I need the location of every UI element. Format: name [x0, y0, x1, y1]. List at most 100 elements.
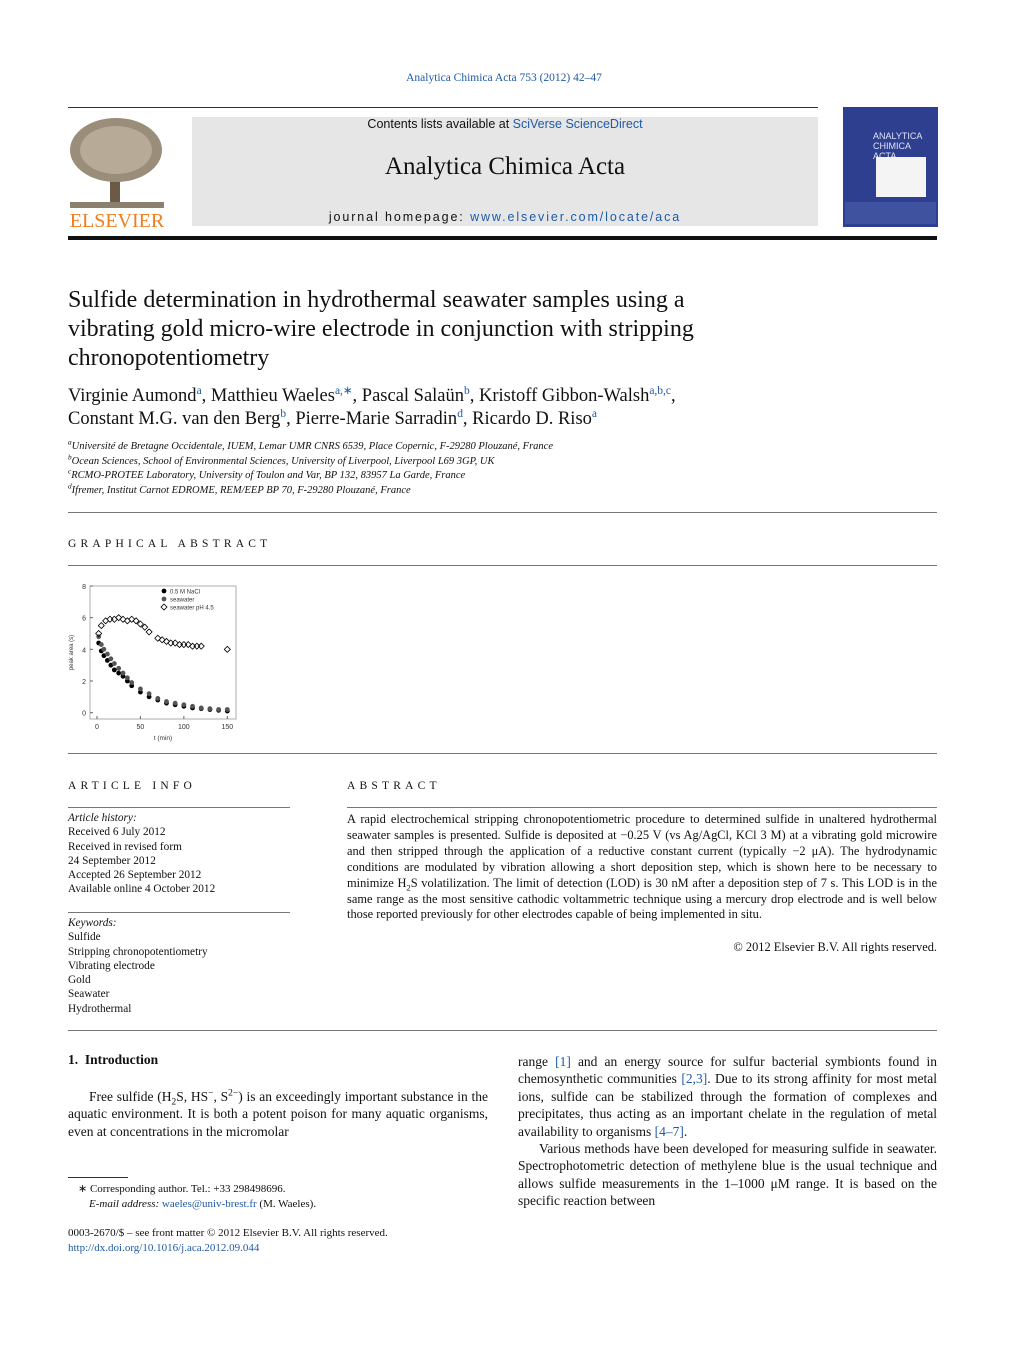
data-point — [193, 642, 201, 650]
text-run: Free sulfide (H — [89, 1089, 172, 1104]
data-point — [141, 623, 149, 631]
data-point — [155, 696, 161, 701]
ga-heading: GRAPHICAL ABSTRACT — [68, 538, 272, 550]
text-run: b — [68, 452, 72, 462]
data-point — [115, 614, 123, 622]
copyright: © 2012 Elsevier B.V. All rights reserved… — [733, 940, 937, 954]
data-point — [124, 675, 130, 681]
data-point — [216, 707, 222, 712]
y-tick-label: 6 — [82, 616, 86, 623]
author-line: Virginie Aumonda, Matthieu Waelesa,∗, Pa… — [68, 385, 676, 408]
text-run: , Pierre-Marie Sarradin — [286, 408, 458, 429]
text-run: d — [457, 407, 463, 420]
text-run: a — [68, 437, 72, 447]
data-point — [181, 702, 187, 708]
text-run: , Matthieu Waeles — [201, 386, 335, 406]
keyword: Hydrothermal — [68, 1002, 132, 1015]
legend-swatch — [160, 603, 168, 611]
text-run: , Kristoff Gibbon-Walsh — [469, 386, 650, 406]
x-tick-label: 150 — [221, 724, 233, 731]
data-point — [158, 636, 166, 644]
text-run: 2 — [406, 882, 411, 893]
text-run: a — [196, 384, 202, 397]
doi[interactable]: http://dx.doi.org/10.1016/j.aca.2012.09.… — [68, 1242, 260, 1254]
title-line: vibrating gold micro-wire electrode in c… — [68, 316, 694, 342]
link[interactable]: [1] — [555, 1054, 571, 1069]
text-run: a — [591, 407, 597, 420]
thick-rule — [68, 236, 937, 240]
affiliation: cRCMO-PROTEE Laboratory, University of T… — [68, 466, 553, 484]
text-run: a,b,c — [649, 384, 671, 397]
journal-cover: ANALYTICA CHIMICA ACTA — [843, 107, 938, 227]
footer: 0003-2670/$ – see front matter © 2012 El… — [68, 1226, 388, 1256]
legend-label: 0.5 M NaCl — [170, 590, 200, 596]
article-title: Sulfide determination in hydrothermal se… — [68, 286, 694, 373]
publisher-name: ELSEVIER — [70, 210, 165, 230]
paragraph: range [1] and an energy source for sulfu… — [518, 1053, 937, 1140]
keywords: Keywords: Sulfide Stripping chronopotenti… — [68, 916, 208, 1016]
y-tick-label: 4 — [82, 647, 86, 654]
text-run: Ocean Sciences, School of Environmental … — [71, 455, 495, 467]
authors: Virginie Aumonda, Matthieu Waelesa,∗, Pa… — [68, 385, 676, 430]
link[interactable]: [4–7] — [654, 1123, 684, 1139]
homepage-link[interactable]: www.elsevier.com/locate/aca — [470, 210, 682, 224]
article-info-heading: ARTICLE INFO — [68, 780, 196, 792]
text-run: 2− — [228, 1088, 239, 1099]
data-point — [129, 680, 135, 685]
rule — [68, 512, 937, 513]
keyword: Stripping chronopotentiometry — [68, 945, 208, 958]
rule — [68, 1030, 937, 1031]
cover-image — [876, 157, 926, 197]
legend-swatch — [161, 596, 167, 602]
tree-crown — [80, 126, 152, 174]
text-run: , Pascal Salaün — [352, 386, 465, 406]
homepage-line: journal homepage: www.elsevier.com/locat… — [192, 210, 818, 224]
data-point — [111, 661, 117, 666]
footnote: E-mail address: waeles@univ-brest.fr (M.… — [78, 1197, 316, 1212]
contents-link[interactable]: SciVerse ScienceDirect — [512, 117, 643, 131]
data-point — [128, 615, 136, 623]
data-point — [198, 705, 204, 711]
abstract-text: A rapid electrochemical stripping chrono… — [347, 812, 937, 923]
data-point — [172, 700, 178, 706]
data-point — [95, 629, 103, 638]
history-item: Available online 4 October 2012 — [68, 883, 216, 896]
text-run: Université de Bretagne Occidentale, IUEM… — [71, 441, 554, 452]
text-run: b — [280, 407, 287, 420]
intro-heading: 1. Introduction — [68, 1052, 159, 1067]
text-run: . — [683, 1123, 688, 1139]
rule — [68, 107, 818, 108]
journal-banner: Contents lists available at SciVerse Sci… — [192, 117, 818, 226]
issn: 0003-2670/$ – see front matter © 2012 El… — [68, 1227, 388, 1239]
text-run: Ifremer, Institut Carnot EDROME, REM/EEP… — [71, 484, 411, 496]
data-point — [136, 620, 144, 628]
cover-title: ANALYTICA CHIMICA ACTA — [873, 131, 922, 161]
keyword: Vibrating electrode — [68, 959, 155, 972]
text-run: , Ricardo D. Riso — [462, 408, 592, 429]
history-item: Received 6 July 2012 — [68, 826, 166, 839]
intro-right: range [1] and an energy source for sulfu… — [518, 1053, 937, 1210]
text-run: d — [68, 481, 72, 491]
text-run: , — [670, 386, 676, 406]
history-item: Accepted 26 September 2012 — [68, 869, 202, 882]
history-label: Article history: — [68, 812, 137, 824]
data-point — [184, 641, 192, 649]
text-run: ∗ — [78, 1183, 88, 1195]
data-point — [111, 667, 117, 673]
history-item: 24 September 2012 — [68, 854, 156, 867]
data-point — [146, 691, 152, 697]
data-point — [116, 665, 122, 671]
contents-line: Contents lists available at SciVerse Sci… — [192, 117, 818, 131]
data-point — [101, 646, 107, 652]
link[interactable]: [2,3] — [681, 1071, 708, 1087]
link[interactable]: waeles@univ-brest.fr — [161, 1198, 257, 1210]
abstract-heading: ABSTRACT — [347, 780, 441, 792]
title-line: Sulfide determination in hydrothermal se… — [68, 287, 685, 313]
x-axis-label: t (min) — [154, 735, 172, 742]
data-point — [97, 622, 105, 630]
data-point — [98, 642, 104, 647]
text-run: c — [68, 466, 72, 476]
y-tick-label: 8 — [82, 584, 86, 591]
keyword: Gold — [68, 974, 91, 987]
publisher-logo: ELSEVIER — [70, 118, 165, 230]
